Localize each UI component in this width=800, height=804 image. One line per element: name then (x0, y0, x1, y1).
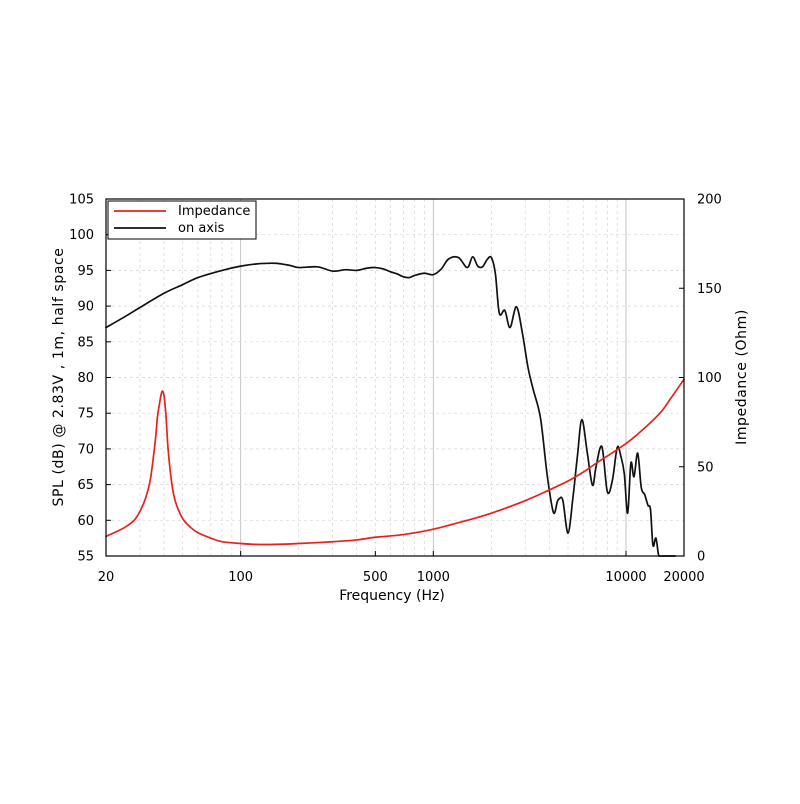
y-tick-label-left: 70 (77, 442, 94, 457)
grid (106, 199, 684, 556)
y-tick-label-right: 100 (697, 371, 722, 386)
legend-label-impedance: Impedance (178, 204, 250, 219)
y-tick-label-right: 150 (697, 282, 722, 297)
legend: Impedance on axis (107, 200, 257, 240)
y-tick-label-left: 75 (77, 407, 94, 422)
y-tick-label-left: 85 (77, 335, 94, 350)
y-axis-title-right: Impedance (Ohm) (734, 309, 750, 445)
y-axis-title-left: SPL (dB) @ 2.83V , 1m, half space (51, 247, 67, 506)
series-line-on-axis (105, 255, 677, 557)
x-tick-label: 100 (228, 570, 253, 585)
legend-label-on-axis: on axis (178, 221, 225, 236)
x-tick-label: 500 (363, 570, 388, 585)
x-tick-label: 20 (98, 570, 115, 585)
y-tick-label-left: 55 (77, 550, 94, 565)
legend-box (107, 200, 257, 240)
x-axis-title: Frequency (Hz) (339, 588, 445, 604)
x-tick-label: 1000 (417, 570, 450, 585)
y-tick-label-left: 105 (69, 193, 94, 208)
x-tick-label: 10000 (605, 570, 646, 585)
y-tick-label-left: 95 (77, 264, 94, 279)
y-tick-label-right: 0 (697, 550, 705, 565)
y-tick-label-right: 200 (697, 193, 722, 208)
y-tick-label-left: 65 (77, 478, 94, 493)
y-tick-label-left: 60 (77, 514, 94, 529)
y-tick-label-right: 50 (697, 460, 714, 475)
series-line-impedance (105, 378, 685, 546)
y-tick-label-left: 90 (77, 300, 94, 315)
series-layer (105, 255, 685, 557)
y-tick-label-left: 80 (77, 371, 94, 386)
x-tick-label: 20000 (663, 570, 704, 585)
y-tick-label-left: 100 (69, 228, 94, 243)
tick-labels: 20 100 500 1000 10000 20000556065707580859095… (69, 193, 722, 586)
